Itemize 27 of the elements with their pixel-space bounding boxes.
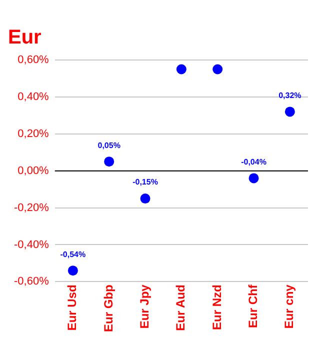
x-tick-label: Eur Jpy (138, 284, 152, 329)
point (248, 173, 259, 184)
x-tick-label: Eur cny (282, 284, 296, 329)
y-tick-label: 0,60% (18, 54, 50, 66)
x-tick-label: Eur Gbp (101, 284, 116, 332)
point (140, 194, 150, 204)
point (284, 106, 295, 117)
data-label: -0,04% (241, 157, 266, 166)
point (104, 156, 114, 167)
y-tick-label: -0,60% (14, 276, 50, 288)
data-label: 0,05% (98, 140, 120, 150)
y-tick-label: -0,40% (14, 238, 50, 251)
y-tick-label: 0,40% (18, 90, 50, 103)
data-label: -0,54% (60, 250, 86, 259)
data-label: 0,32% (278, 90, 302, 100)
x-tick-label: Eur Aud (174, 284, 188, 331)
point (176, 64, 186, 74)
x-tick-label: Eur Chf (246, 284, 260, 328)
point (212, 64, 223, 74)
y-tick-label: -0,20% (14, 202, 50, 214)
x-tick-label: Eur Nzd (210, 284, 224, 330)
data-label: -0,15% (132, 178, 158, 187)
x-tick-label: Eur Usd (65, 284, 80, 331)
y-tick-label: 0,00% (18, 164, 50, 177)
point (68, 266, 78, 276)
y-tick-label: 0,20% (18, 128, 50, 140)
chart-title: Eur (8, 26, 42, 49)
